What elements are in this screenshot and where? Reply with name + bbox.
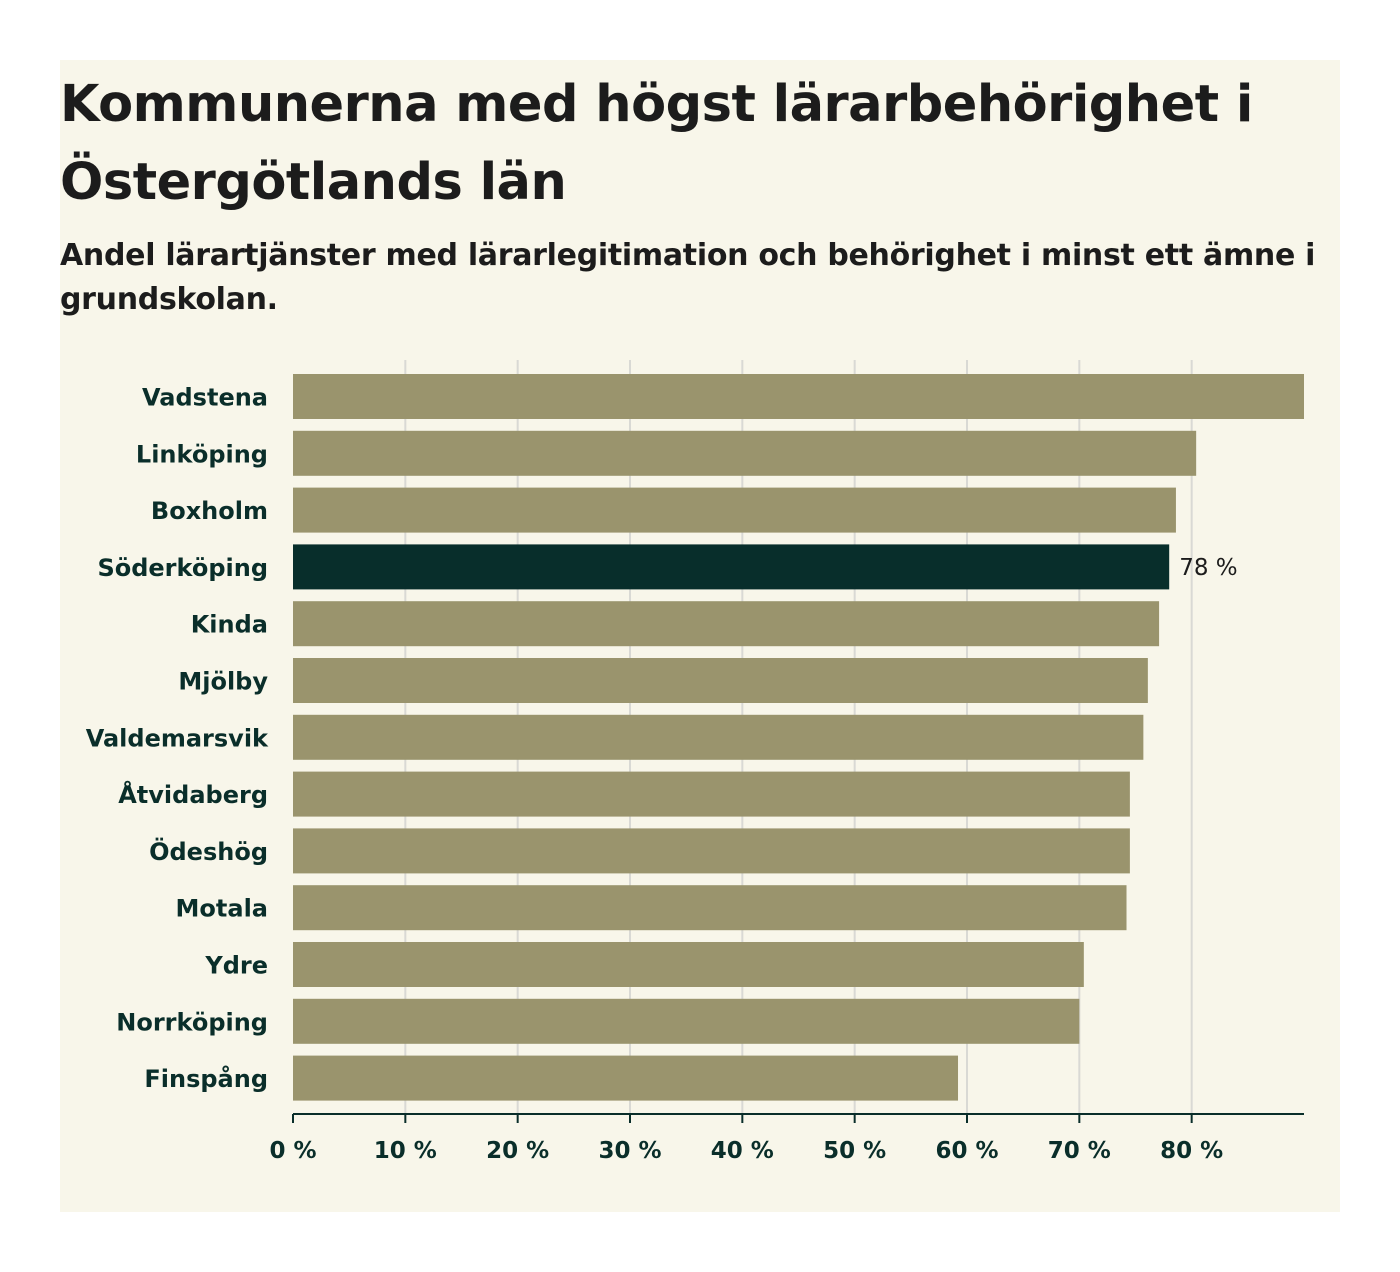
category-label: Motala xyxy=(176,895,268,923)
bar-finspång xyxy=(293,1055,959,1101)
category-labels: Vadstena Linköping Boxholm Söderköping 78 % K… xyxy=(86,384,1238,1094)
x-tick-label: 20 % xyxy=(486,1138,549,1164)
chart-subtitle: Andel lärartjänster med lärarlegitimatio… xyxy=(60,238,1316,317)
bar-vadstena xyxy=(293,374,1304,419)
data-label-soderkoping: 78 % xyxy=(1179,555,1237,581)
x-tick-label: 80 % xyxy=(1160,1138,1223,1164)
bar-kinda xyxy=(293,601,1160,647)
category-label: Söderköping xyxy=(97,554,268,582)
category-label: Vadstena xyxy=(142,384,268,412)
bar-ödeshög xyxy=(293,828,1130,874)
chart-title: Kommunerna med högst lärarbehörighet i Ö… xyxy=(60,75,1253,212)
category-label: Åtvidaberg xyxy=(118,780,268,809)
bar-linköping xyxy=(293,430,1197,476)
x-axis: 0 % 10 % 20 % 30 % 40 % 50 % 60 % 70 % 80 % xyxy=(269,1113,1304,1164)
x-tick-label: 30 % xyxy=(598,1138,661,1164)
bar-norrköping xyxy=(293,998,1080,1044)
bar-motala xyxy=(293,885,1127,931)
bar-mjölby xyxy=(293,658,1148,703)
bar-ydre xyxy=(293,942,1084,987)
x-tick-label: 10 % xyxy=(374,1138,437,1164)
category-label: Boxholm xyxy=(151,497,268,525)
x-tick-label: 40 % xyxy=(711,1138,774,1164)
category-label: Finspång xyxy=(144,1064,268,1093)
bar-boxholm xyxy=(293,487,1176,533)
category-label: Valdemarsvik xyxy=(86,724,269,752)
x-tick-label: 60 % xyxy=(935,1138,998,1164)
category-label: Norrköping xyxy=(116,1008,268,1036)
category-label: Ödeshög xyxy=(149,836,268,866)
category-label: Mjölby xyxy=(178,668,268,696)
bars xyxy=(293,374,1304,1101)
bar-valdemarsvik xyxy=(293,714,1144,760)
category-label: Kinda xyxy=(191,611,268,639)
x-tick-label: 0 % xyxy=(269,1138,316,1164)
x-tick-label: 50 % xyxy=(823,1138,886,1164)
bar-åtvidaberg xyxy=(293,771,1130,817)
category-label: Ydre xyxy=(204,952,268,980)
category-label: Linköping xyxy=(136,440,268,468)
x-tick-label: 70 % xyxy=(1048,1138,1111,1164)
bar-söderköping xyxy=(293,544,1170,590)
